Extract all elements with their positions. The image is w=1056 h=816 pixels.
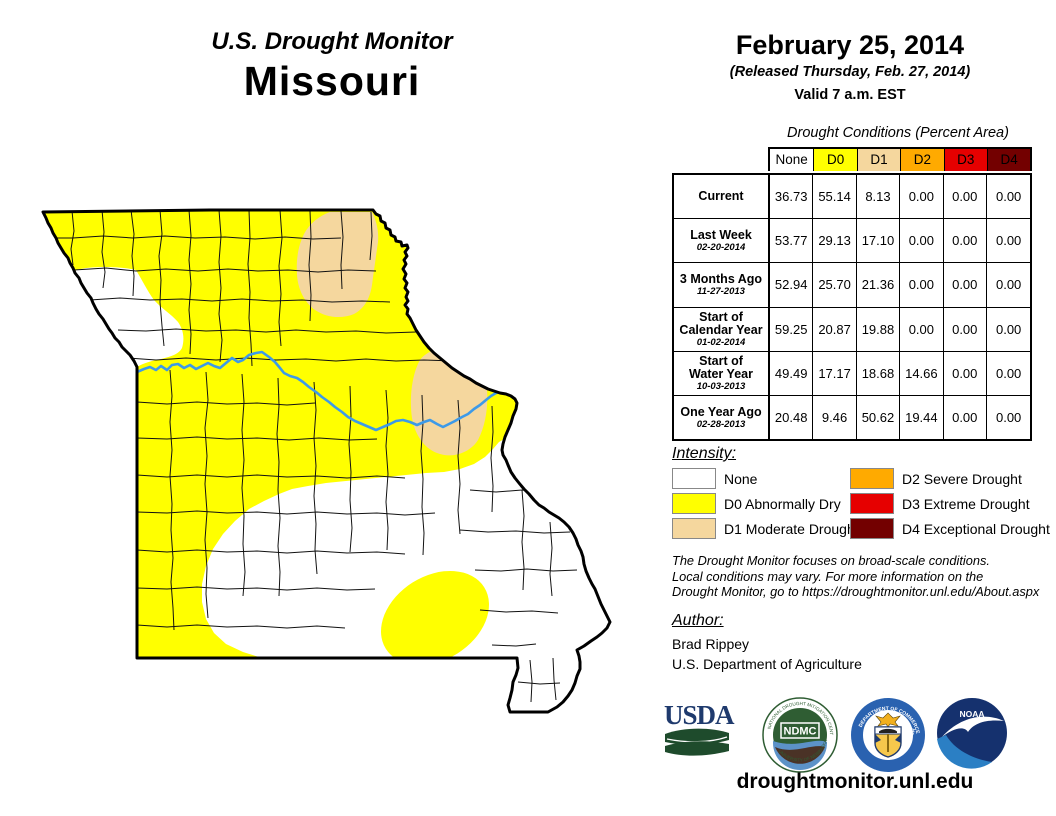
drought-conditions-table: Current 36.73 55.14 8.13 0.00 0.00 0.00 … [672, 173, 1033, 442]
usda-logo-text: USDA [664, 700, 735, 730]
table-cell: 0.00 [900, 219, 944, 264]
table-cell: 9.46 [813, 395, 857, 440]
disclaimer-text: The Drought Monitor focuses on broad-sca… [672, 553, 1042, 600]
table-cell: 0.00 [995, 410, 1022, 426]
legend-swatch-d3 [850, 493, 894, 514]
col-header-d3: D3 [943, 149, 987, 171]
table-header-row: None D0 D1 D2 D3 D4 [768, 147, 1033, 171]
table-cell: 0.00 [900, 175, 944, 220]
missouri-drought-map [41, 208, 612, 714]
table-cell: 0.00 [943, 219, 987, 264]
row-label-last-week: Last Week 02-20-2014 [674, 219, 770, 264]
table-cell: 0.00 [943, 307, 987, 352]
table-cell: 0.00 [986, 263, 1031, 308]
col-header-none: None [770, 149, 814, 171]
map-d0-blob-southcentral [381, 570, 489, 666]
table-cell: 8.13 [856, 175, 901, 220]
legend-swatch-d4 [850, 518, 894, 539]
map-date: February 25, 2014 [735, 30, 965, 60]
table-cell: 0.00 [900, 263, 944, 308]
table-cell: 17.17 [813, 351, 857, 396]
row-label-start-water-year: Start of Water Year 10-03-2013 [674, 351, 770, 396]
ndmc-logo: NDMC NATIONAL DROUGHT MITIGATION CENTER … [762, 697, 838, 773]
noaa-logo-text: NOAA [959, 709, 984, 719]
department-of-commerce-seal: DEPARTMENT OF COMMERCE UNITED STATES OF … [851, 698, 925, 772]
state-name-title: Missouri [243, 58, 421, 104]
row-label-start-calendar-year: Start of Calendar Year 01-02-2014 [674, 307, 770, 352]
table-cell: 25.70 [813, 263, 857, 308]
table-caption: Drought Conditions (Percent Area) [787, 125, 1009, 141]
table-cell: 49.49 [770, 351, 814, 396]
report-title: U.S. Drought Monitor [211, 28, 453, 55]
release-date: (Released Thursday, Feb. 27, 2014) [729, 64, 971, 80]
col-header-d0: D0 [813, 149, 857, 171]
table-cell: 0.00 [986, 219, 1031, 264]
table-cell: 0.00 [986, 352, 1031, 396]
map-d1-region-north [296, 212, 379, 318]
legend-item-d1: D1 Moderate Drought [672, 518, 859, 539]
legend-swatch-d1 [672, 518, 716, 539]
about-link-text[interactable]: Drought Monitor, go to https://droughtmo… [672, 584, 1040, 599]
legend-item-d3: D3 Extreme Drought [850, 493, 1030, 514]
table-cell: 0.00 [944, 395, 987, 440]
legend-swatch-none [672, 468, 716, 489]
map-none-region-northwest [75, 267, 184, 367]
table-cell: 0.00 [986, 308, 1031, 352]
table-cell: 0.00 [943, 351, 987, 396]
legend-item-d0: D0 Abnormally Dry [672, 493, 841, 514]
table-cell: 21.36 [856, 263, 901, 308]
author-heading: Author: [672, 612, 724, 629]
row-label-current: Current [674, 175, 770, 220]
table-cell: 20.48 [770, 395, 814, 440]
col-header-d2: D2 [900, 149, 944, 171]
missouri-river [135, 350, 514, 432]
table-cell: 14.66 [900, 351, 944, 396]
legend-swatch-d2 [850, 468, 894, 489]
author-name: Brad Rippey [672, 636, 750, 652]
table-cell: 19.88 [856, 307, 901, 352]
valid-time: Valid 7 a.m. EST [794, 87, 906, 103]
table-cell: 29.13 [813, 219, 857, 264]
missouri-state-border [41, 208, 612, 714]
legend-item-d4: D4 Exceptional Drought [850, 518, 1050, 539]
table-cell: 36.73 [770, 175, 814, 220]
legend-swatch-d0 [672, 493, 716, 514]
county-boundaries [43, 210, 578, 703]
noaa-logo: NOAA [937, 698, 1007, 769]
table-cell: 0.00 [943, 263, 987, 308]
row-label-one-year-ago: One Year Ago 02-28-2013 [674, 395, 770, 440]
table-cell: 19.44 [900, 395, 944, 440]
table-cell: 0.00 [900, 307, 944, 352]
table-cell: 59.25 [770, 307, 814, 352]
table-cell: 53.77 [770, 219, 814, 264]
author-org: U.S. Department of Agriculture [672, 656, 862, 672]
legend-item-none: None [672, 468, 757, 489]
col-header-d1: D1 [856, 149, 901, 171]
table-cell: 52.94 [770, 263, 814, 308]
table-cell: 0.00 [943, 175, 987, 220]
ndmc-logo-text: NDMC [784, 726, 817, 738]
usda-logo: USDA [664, 700, 735, 763]
intensity-heading: Intensity: [672, 445, 737, 462]
site-url[interactable]: droughtmonitor.unl.edu [736, 770, 974, 793]
table-cell: 18.68 [856, 351, 901, 396]
table-cell: 17.10 [856, 219, 901, 264]
table-cell: 20.87 [813, 307, 857, 352]
col-header-d4: D4 [986, 149, 1031, 171]
row-label-3-months-ago: 3 Months Ago 11-27-2013 [674, 263, 770, 308]
table-cell: 0.00 [986, 175, 1031, 220]
legend-item-d2: D2 Severe Drought [850, 468, 1022, 489]
table-cell: 55.14 [813, 175, 857, 220]
usda-logo-fields [665, 728, 729, 756]
table-cell: 50.62 [857, 395, 901, 440]
